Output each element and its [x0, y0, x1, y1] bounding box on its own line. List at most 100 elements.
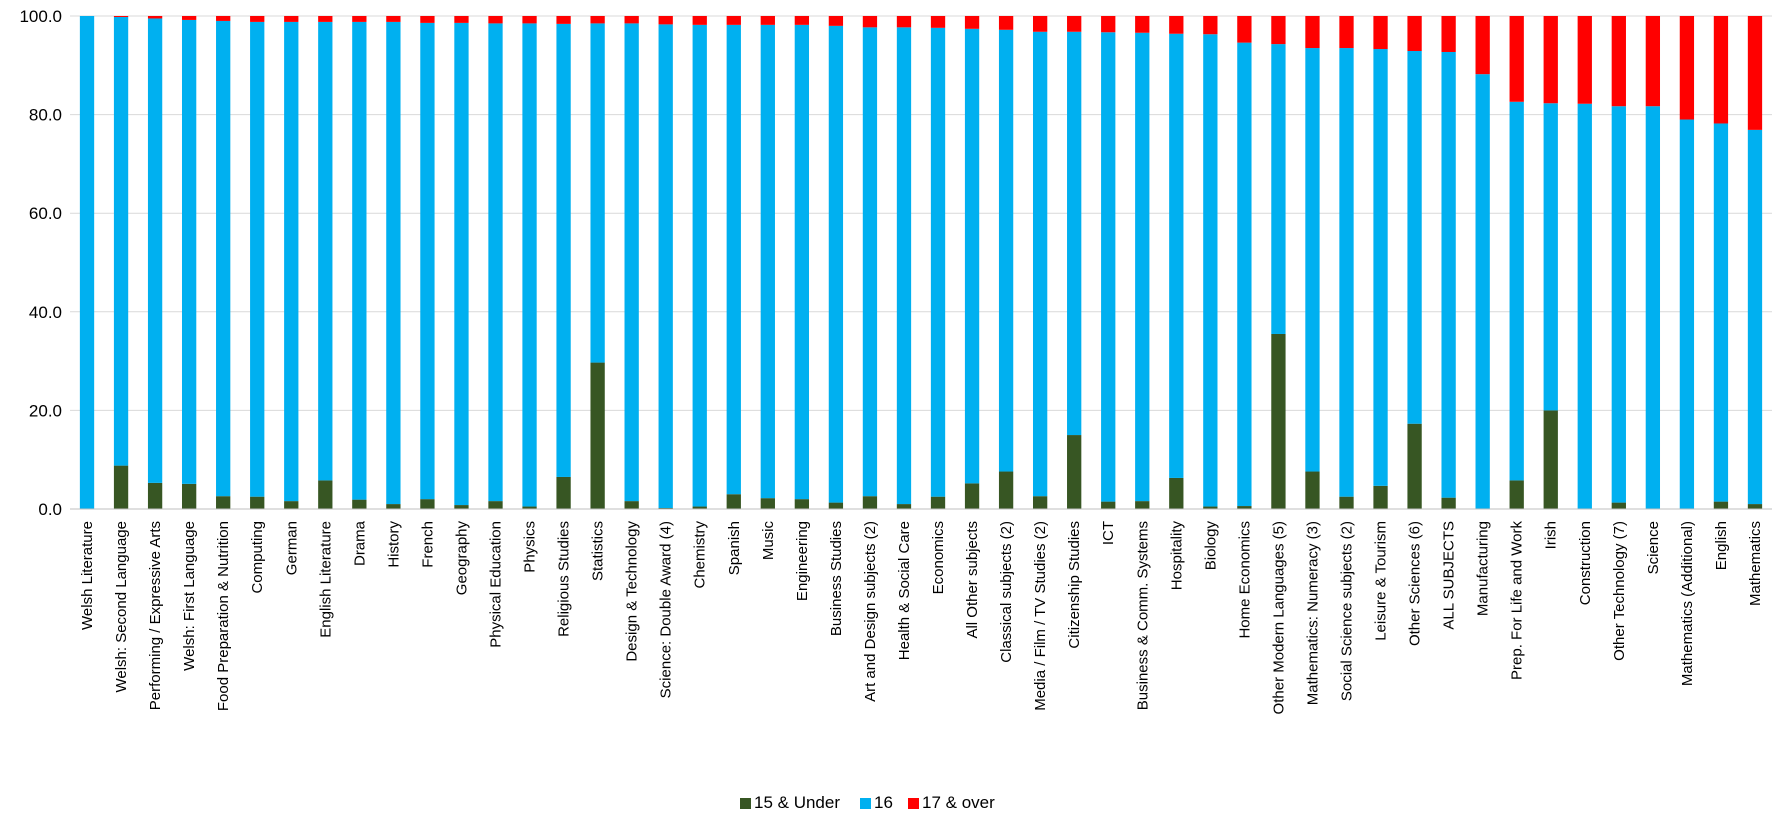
- bar-segment-17-over: [318, 16, 333, 22]
- x-tick-label: Citizenship Studies: [1066, 521, 1083, 649]
- x-tick-label: Media / Film / TV Studies (2): [1032, 521, 1049, 711]
- x-tick-label: Leisure & Tourism: [1373, 521, 1390, 641]
- bar-segment-17-over: [794, 16, 810, 25]
- bar-segment-16: [113, 16, 129, 466]
- x-tick-label: Drama: [351, 520, 368, 566]
- bar-segment-17-over: [1611, 16, 1626, 107]
- legend-label: 16: [874, 793, 893, 812]
- bar-segment-17-over: [1305, 16, 1320, 49]
- bar-segment-15-under: [794, 499, 810, 509]
- bar-segment-17-over: [1067, 16, 1082, 32]
- bar-segment-16: [998, 29, 1014, 472]
- bar-segment-17-over: [1407, 16, 1422, 52]
- bar-segment-15-under: [1101, 501, 1116, 509]
- bar-segment-16: [1543, 103, 1558, 411]
- bar-segment-16: [420, 22, 435, 500]
- bar-segment-15-under: [1305, 471, 1320, 509]
- bar-segment-16: [1135, 32, 1150, 502]
- x-tick-label: Other Technology (7): [1611, 521, 1628, 661]
- bar-segment-16: [556, 23, 571, 477]
- bar-segment-16: [250, 21, 265, 497]
- bar-segment-17-over: [216, 16, 231, 21]
- bar-segment-15-under: [556, 476, 571, 509]
- bar-segment-16: [1203, 34, 1218, 507]
- bar-segment-15-under: [1135, 501, 1150, 509]
- y-axis-tick-labels: 0.0 20.0 40.0 60.0 80.0 100.0: [19, 7, 62, 519]
- bar-segment-16: [216, 20, 231, 497]
- bar-segment-15-under: [1407, 423, 1422, 509]
- bar-segment-17-over: [1645, 16, 1661, 107]
- bar-segment-16: [1169, 33, 1184, 478]
- bar-segment-17-over: [692, 16, 707, 25]
- bar-segment-17-over: [147, 16, 163, 19]
- bar-segment-15-under: [1373, 485, 1388, 509]
- bar-segment-16: [896, 27, 912, 505]
- bar-segment-17-over: [1169, 16, 1184, 34]
- x-tick-label: Performing / Expressive Arts: [147, 521, 164, 710]
- legend: 15 & Under 16 17 & over: [740, 793, 995, 812]
- bar-segment-17-over: [1271, 16, 1286, 45]
- legend-swatch: [908, 798, 919, 809]
- bar-segment-17-over: [1135, 16, 1150, 33]
- bar-segment-15-under: [454, 505, 469, 509]
- x-tick-label: Religious Studies: [556, 521, 573, 637]
- bar-segment-16: [624, 23, 639, 502]
- bar-segment-15-under: [522, 506, 537, 509]
- bar-segment-17-over: [590, 16, 605, 24]
- bar-segment-17-over: [113, 16, 129, 17]
- bar-segment-17-over: [1339, 16, 1354, 49]
- bar-segment-16: [1509, 101, 1524, 481]
- bar-segment-16: [1679, 119, 1695, 509]
- bar-segment-17-over: [1679, 16, 1695, 120]
- bar-segment-15-under: [726, 494, 741, 509]
- x-tick-label: Mathematics: [1747, 521, 1764, 606]
- bar-segment-15-under: [1543, 410, 1558, 509]
- y-tick-label: 80.0: [29, 106, 62, 125]
- x-tick-label: Irish: [1543, 521, 1560, 549]
- bar-segment-16: [930, 27, 946, 497]
- x-tick-label: Physics: [522, 521, 539, 573]
- x-tick-label: Health & Social Care: [896, 521, 913, 660]
- bar-segment-16: [760, 24, 775, 499]
- bar-segment-15-under: [488, 501, 503, 509]
- x-tick-label: Welsh: Second Language: [113, 521, 130, 693]
- bar-segment-15-under: [1203, 506, 1218, 509]
- bar-segment-16: [658, 24, 673, 509]
- bar-segment-17-over: [250, 16, 265, 22]
- bar-segment-15-under: [828, 502, 844, 509]
- bar-segment-15-under: [250, 496, 265, 509]
- x-tick-label: Design & Technology: [624, 521, 641, 662]
- bar-segment-16: [1032, 31, 1048, 497]
- legend-swatch: [740, 798, 751, 809]
- bar-segment-17-over: [760, 16, 775, 25]
- bar-segment-17-over: [964, 16, 980, 29]
- bar-segment-15-under: [964, 483, 980, 509]
- x-tick-label: Physical Education: [488, 521, 505, 648]
- bar-segment-17-over: [862, 16, 878, 28]
- bar-segment-17-over: [420, 16, 435, 23]
- bars: [79, 16, 1763, 510]
- bar-segment-16: [79, 16, 95, 509]
- bar-segment-15-under: [1237, 506, 1252, 509]
- bar-segment-17-over: [1713, 16, 1729, 124]
- x-tick-label: Music: [760, 521, 777, 561]
- x-tick-label: All Other subjects: [964, 521, 981, 639]
- bar-segment-15-under: [930, 496, 946, 509]
- x-tick-label: Statistics: [590, 521, 607, 581]
- bar-segment-15-under: [1339, 496, 1354, 509]
- bar-segment-16: [964, 28, 980, 484]
- bar-segment-16: [1271, 44, 1286, 334]
- bar-segment-17-over: [1373, 16, 1388, 50]
- bar-segment-17-over: [658, 16, 673, 25]
- bar-segment-15-under: [1747, 504, 1763, 509]
- bar-segment-17-over: [998, 16, 1014, 30]
- bar-segment-15-under: [1713, 501, 1729, 509]
- bar-segment-16: [522, 23, 537, 507]
- bar-segment-17-over: [1237, 16, 1252, 43]
- bar-segment-15-under: [1169, 477, 1184, 509]
- bar-segment-17-over: [624, 16, 639, 24]
- bar-segment-15-under: [624, 501, 639, 509]
- bar-segment-17-over: [556, 16, 571, 24]
- bar-segment-16: [352, 21, 367, 500]
- x-tick-label: Welsh Literature: [79, 521, 96, 630]
